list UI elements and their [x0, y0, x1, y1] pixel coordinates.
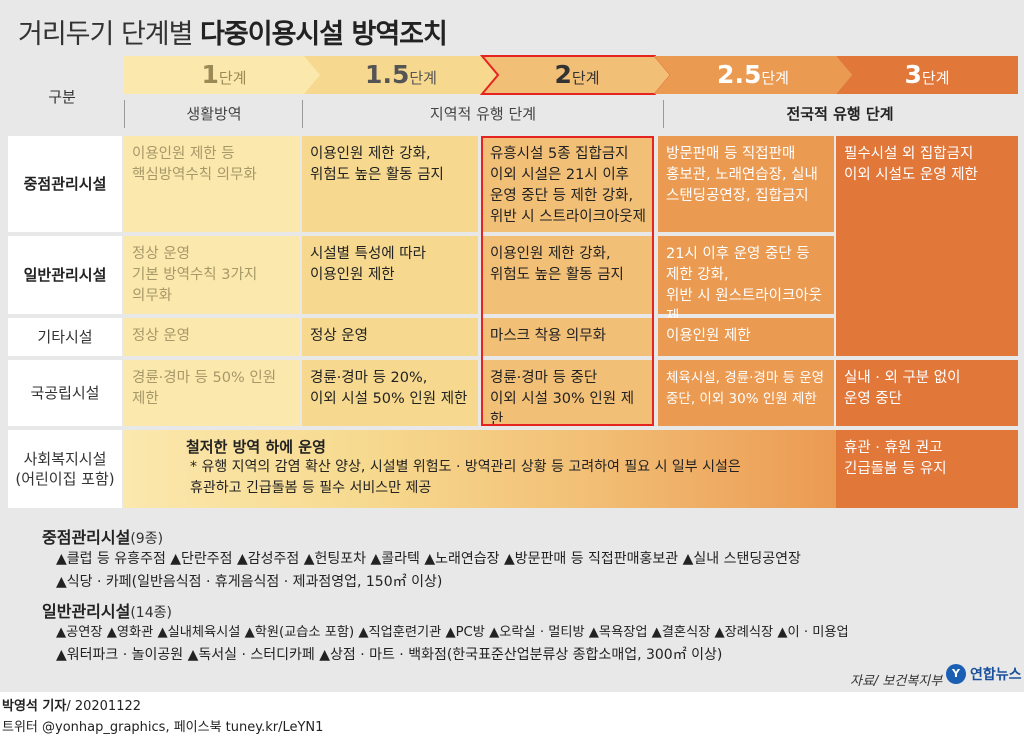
- social-credit: 트위터 @yonhap_graphics, 페이스북 tuney.kr/LeYN…: [2, 720, 324, 735]
- cell-gita-stage2-5: 이용인원 제한: [658, 318, 834, 356]
- row-header-gukgong: 국공립시설: [8, 360, 122, 426]
- stage-number: 3: [904, 60, 922, 89]
- stage-number: 2: [554, 60, 572, 89]
- cell-gita-stage1: 정상 운영: [124, 318, 300, 356]
- yonhap-logo-text: 연합뉴스: [970, 667, 1022, 683]
- section-ilban-line: ▲공연장 ▲영화관 ▲실내체육시설 ▲학원(교습소 포함) ▲직업훈련기관 ▲P…: [56, 625, 849, 640]
- stage-1-header: 1단계: [124, 56, 324, 94]
- welfare-note: * 유행 지역의 감염 확산 양상, 시설별 위험도 · 방역관리 상황 등 고…: [190, 459, 741, 496]
- stage-1-5-header: 1.5단계: [304, 56, 498, 94]
- cell-welfare-stage3: 휴관 · 휴원 권고 긴급돌봄 등 유지: [836, 430, 1018, 508]
- title-prefix: 거리두기 단계별: [18, 19, 201, 50]
- title-main: 다중이용시설 방역조치: [200, 19, 448, 50]
- section-jungjeom-line: ▲클럽 등 유흥주점 ▲단란주점 ▲감성주점 ▲헌팅포차 ▲콜라텍 ▲노래연습장…: [56, 551, 801, 567]
- stage-unit: 단계: [921, 69, 950, 87]
- stage-number: 1.5: [365, 60, 410, 89]
- gubun-label: 구분: [48, 88, 76, 106]
- section-ilban-count: (14종): [130, 605, 172, 621]
- cell-gukgong-stage1: 경륜·경마 등 50% 인원 제한: [124, 360, 300, 426]
- stage-unit: 단계: [218, 69, 247, 87]
- stage-unit: 단계: [761, 69, 789, 87]
- category-national-epidemic: 전국적 유행 단계: [786, 105, 894, 123]
- cell-jungjeom-stage2-5: 방문판매 등 직접판매 홍보관, 노래연습장, 실내 스탠딩공연장, 집합금지: [658, 136, 834, 232]
- category-regional-epidemic: 지역적 유행 단계: [302, 100, 664, 128]
- cell-gukgong-stage1-5: 경륜·경마 등 20%, 이외 시설 50% 인원 제한: [302, 360, 478, 426]
- section-ilban-heading: 일반관리시설: [42, 602, 131, 621]
- cell-gita-stage2: 마스크 착용 의무화: [482, 318, 654, 356]
- stage-number: 1: [201, 60, 219, 89]
- cell-jungjeom-stage3: 필수시설 외 집합금지 이외 시설도 운영 제한: [836, 136, 1018, 356]
- section-ilban-line: ▲워터파크 · 놀이공원 ▲독서실 · 스터디카페 ▲상점 · 마트 · 백화점…: [56, 647, 723, 663]
- section-jungjeom-heading: 중점관리시설: [42, 528, 131, 547]
- cell-ilban-stage1-5: 시설별 특성에 따라 이용인원 제한: [302, 236, 478, 314]
- cell-jungjeom-stage1-5: 이용인원 제한 강화, 위험도 높은 활동 금지: [302, 136, 478, 232]
- cell-gita-stage1-5: 정상 운영: [302, 318, 478, 356]
- cell-ilban-stage2-5: 21시 이후 운영 중단 등 제한 강화, 위반 시 원스트라이크아웃제: [658, 236, 834, 325]
- row-header-ilban: 일반관리시설: [8, 236, 122, 314]
- stage-unit: 단계: [571, 69, 600, 87]
- stage-2-header: 2단계: [482, 56, 672, 94]
- page-title: 거리두기 단계별 다중이용시설 방역조치: [18, 12, 448, 51]
- cell-ilban-stage2: 이용인원 제한 강화, 위험도 높은 활동 금지: [482, 236, 654, 314]
- reporter-name: 박영석 기자: [2, 699, 67, 714]
- stage-unit: 단계: [409, 69, 437, 87]
- cell-ilban-stage1: 정상 운영 기본 방역수칙 3가지 의무화: [124, 236, 300, 314]
- infographic-card: 거리두기 단계별 다중이용시설 방역조치 1단계 1.5단계 2단계 2.5단계…: [0, 0, 1024, 692]
- credit-date: / 20201122: [66, 699, 142, 714]
- cell-gukgong-stage3: 실내 · 외 구분 없이 운영 중단: [836, 360, 1018, 426]
- section-jungjeom-count: (9종): [130, 531, 164, 547]
- cell-jungjeom-stage1: 이용인원 제한 등 핵심방역수칙 의무화: [124, 136, 300, 232]
- yonhap-logo: Y 연합뉴스: [946, 664, 1022, 684]
- stage-number: 2.5: [717, 60, 762, 89]
- category-daily-prevention: 생활방역: [124, 100, 303, 128]
- section-jungjeom-line: ▲식당 · 카페(일반음식점 · 휴게음식점 · 제과점영업, 150㎡ 이상): [56, 574, 443, 590]
- welfare-band: [124, 430, 836, 508]
- reporter-credit: 박영석 기자/ 20201122: [2, 695, 141, 714]
- stage-2-5-header: 2.5단계: [654, 56, 852, 94]
- cell-gukgong-stage2-5: 체육시설, 경륜·경마 등 운영 중단, 이외 30% 인원 제한: [658, 360, 834, 426]
- cell-gukgong-stage2: 경륜·경마 등 중단 이외 시설 30% 인원 제한: [482, 360, 654, 428]
- section-jungjeom-title: 중점관리시설(9종): [42, 524, 163, 548]
- welfare-main-text: 철저한 방역 하에 운영: [186, 438, 326, 456]
- stage-2-highlight-outline: [480, 55, 673, 95]
- cell-jungjeom-stage2: 유흥시설 5종 집합금지 이외 시설은 21시 이후 운영 중단 등 제한 강화…: [482, 136, 654, 232]
- source-credit: 자료/ 보건복지부: [850, 674, 943, 689]
- row-header-gita: 기타시설: [8, 318, 122, 356]
- row-header-welfare: 사회복지시설 (어린이집 포함): [8, 430, 122, 508]
- row-header-jungjeom: 중점관리시설: [8, 136, 122, 232]
- stage-3-header: 3단계: [836, 56, 1018, 94]
- section-ilban-title: 일반관리시설(14종): [42, 598, 172, 622]
- yonhap-logo-icon: Y: [946, 664, 966, 684]
